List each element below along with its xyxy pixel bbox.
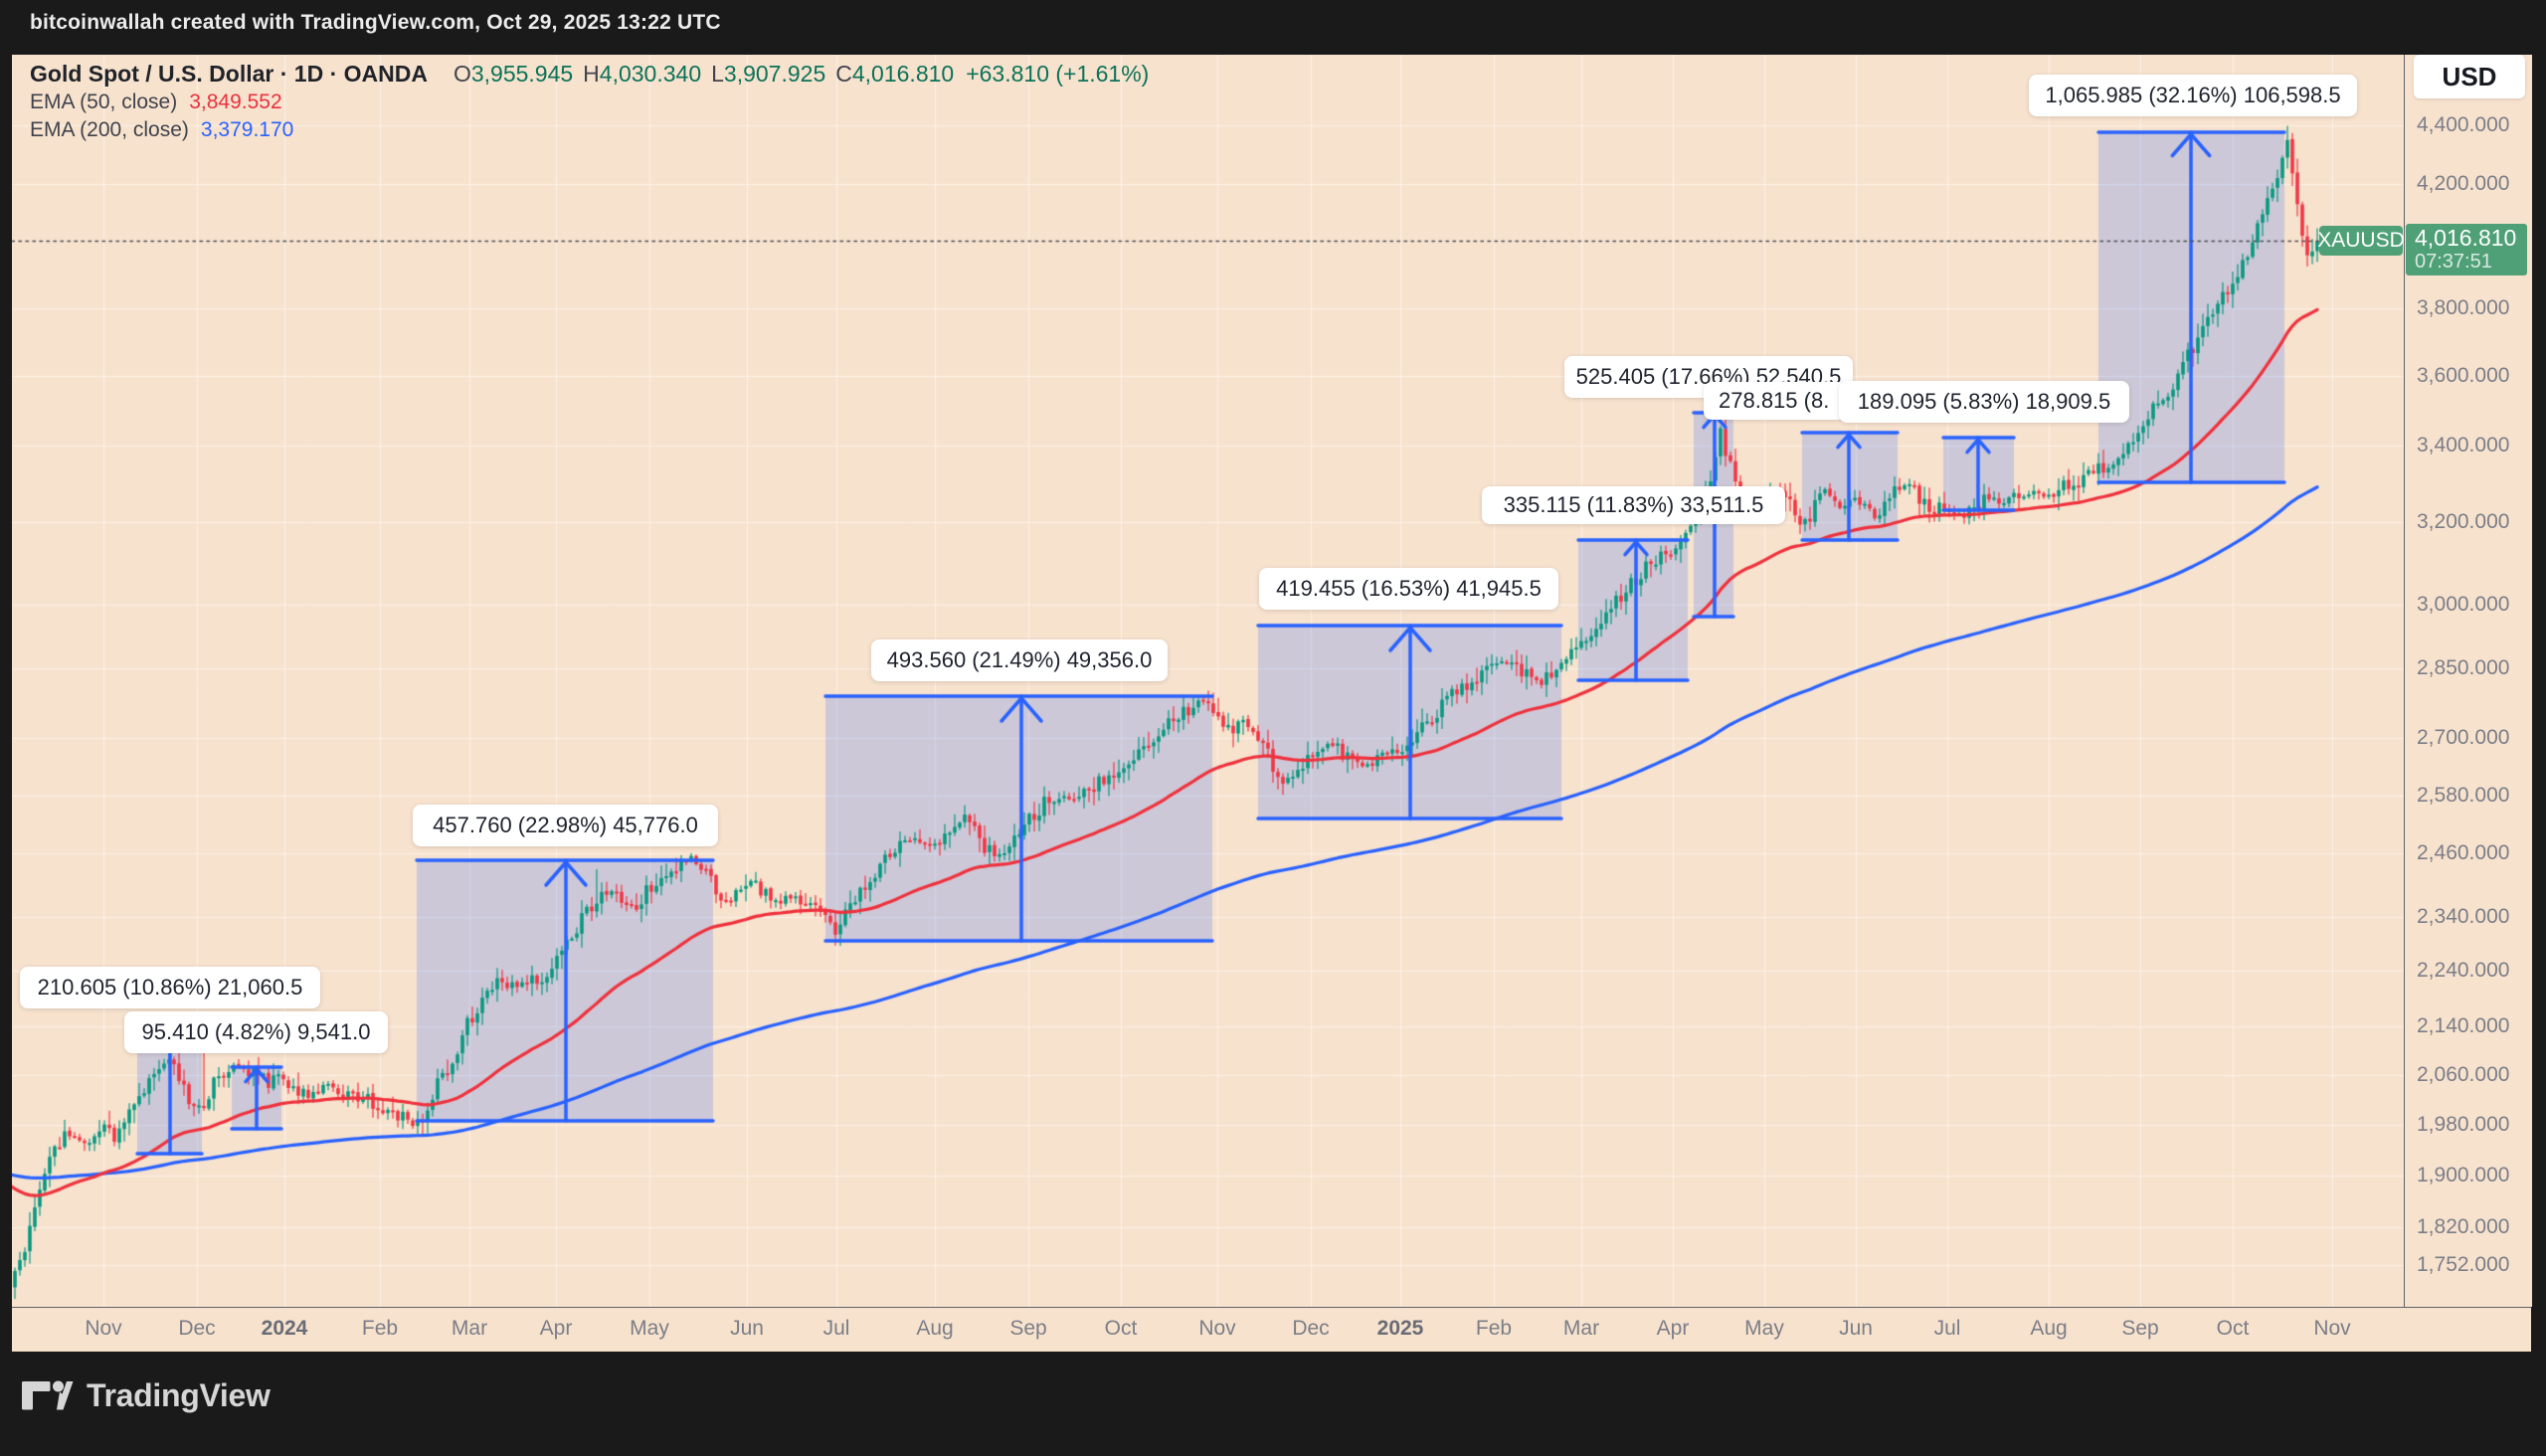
last-price-value: 4,016.810 <box>2415 225 2517 251</box>
price-tick-label: 3,000.000 <box>2417 593 2510 616</box>
time-tick-label: Nov <box>1198 1317 1236 1340</box>
time-tick-label: Apr <box>1656 1317 1690 1340</box>
indicator-row-ema50[interactable]: EMA (50, close) 3,849.552 <box>30 91 1149 118</box>
time-tick-label: Jun <box>1839 1317 1873 1340</box>
price-tick-label: 2,240.000 <box>2417 959 2510 982</box>
chart-panel: Gold Spot / U.S. Dollar · 1D · OANDA O3,9… <box>12 55 2532 1353</box>
time-tick-label: Oct <box>1104 1317 1138 1340</box>
footer-bar: TradingView <box>0 1352 2546 1456</box>
time-tick-label: May <box>1744 1317 1784 1340</box>
price-range-measurement-label[interactable]: 95.410 (4.82%) 9,541.0 <box>124 1011 388 1053</box>
time-tick-label: Nov <box>2313 1317 2351 1340</box>
ohlc-letter: O <box>453 61 471 87</box>
ohlc-letter: L <box>711 61 724 87</box>
attribution-bar: bitcoinwallah created with TradingView.c… <box>0 0 2546 55</box>
ohlc-letter: H <box>583 61 600 87</box>
price-range-measurement-label[interactable]: 278.815 (8. <box>1704 382 1846 420</box>
chart-legend: Gold Spot / U.S. Dollar · 1D · OANDA O3,9… <box>30 61 1149 146</box>
time-tick-label: Sep <box>1009 1317 1047 1340</box>
time-tick-label: Sep <box>2121 1317 2159 1340</box>
last-price-badge: 4,016.810 07:37:51 <box>2406 224 2527 275</box>
price-range-measurement-label[interactable]: 419.455 (16.53%) 41,945.5 <box>1259 568 1558 610</box>
ohlc-value: 3,955.945 <box>470 61 574 87</box>
price-range-measurement-label[interactable]: 457.760 (22.98%) 45,776.0 <box>413 805 718 846</box>
last-price-symbol-text: XAUUSD <box>2317 229 2405 252</box>
price-range-measurement-label[interactable]: 210.605 (10.86%) 21,060.5 <box>20 967 320 1008</box>
price-range-measurement-label[interactable]: 189.095 (5.83%) 18,909.5 <box>1839 381 2129 423</box>
time-tick-label: Nov <box>85 1317 122 1340</box>
ohlc-value: 4,030.340 <box>599 61 702 87</box>
indicator-row-ema200[interactable]: EMA (200, close) 3,379.170 <box>30 118 1149 146</box>
ohlc-values: O3,955.945 H4,030.340 L3,907.925 C4,016.810 <box>444 61 954 87</box>
time-tick-label: Jul <box>1933 1317 1961 1340</box>
price-tick-label: 2,340.000 <box>2417 905 2510 928</box>
symbol-header-row[interactable]: Gold Spot / U.S. Dollar · 1D · OANDA O3,9… <box>30 61 1149 91</box>
ema50-value: 3,849.552 <box>189 91 282 113</box>
price-tick-label: 2,700.000 <box>2417 726 2510 749</box>
last-price-symbol-tag: XAUUSD <box>2317 226 2405 256</box>
time-scale[interactable]: Nov Dec 2024 Feb Mar Apr May Jun Jul Aug Sep Oct Nov… <box>12 1307 2531 1353</box>
time-tick-label: Dec <box>178 1317 216 1340</box>
ema200-value: 3,379.170 <box>200 118 294 141</box>
price-tick-label: 1,820.000 <box>2417 1215 2510 1238</box>
currency-toggle-label: USD <box>2442 61 2497 91</box>
ohlc-value: 4,016.810 <box>851 61 955 87</box>
price-tick-label: 2,060.000 <box>2417 1063 2510 1086</box>
price-tick-label: 1,980.000 <box>2417 1113 2510 1136</box>
time-tick-label: Dec <box>1292 1317 1330 1340</box>
price-tick-label: 1,752.000 <box>2417 1253 2510 1276</box>
price-tick-label: 2,850.000 <box>2417 656 2510 679</box>
price-tick-label: 1,900.000 <box>2417 1164 2510 1186</box>
time-tick-label: Feb <box>361 1317 399 1340</box>
time-tick-label: Aug <box>916 1317 954 1340</box>
price-scale[interactable]: USD 4,016.810 07:37:51 4,400.000 4,200.00… <box>2404 55 2532 1307</box>
tradingview-logo[interactable]: TradingView <box>20 1377 271 1414</box>
ohlc-value: 3,907.925 <box>723 61 826 87</box>
time-tick-label: Mar <box>1562 1317 1600 1340</box>
ema50-label: EMA (50, close) <box>30 91 178 113</box>
price-range-measurement-label[interactable]: 493.560 (21.49%) 49,356.0 <box>871 639 1168 681</box>
attribution-text: bitcoinwallah created with TradingView.c… <box>30 11 721 34</box>
tradingview-logo-icon <box>21 1380 74 1410</box>
currency-toggle-button[interactable]: USD <box>2414 55 2525 98</box>
symbol-title[interactable]: Gold Spot / U.S. Dollar · 1D · OANDA <box>30 61 428 87</box>
price-range-measurement-label[interactable]: 525.405 (17.66%) 52,540.5 <box>1564 356 1853 398</box>
time-tick-label: 2025 <box>1376 1317 1424 1340</box>
time-tick-label: Apr <box>539 1317 573 1340</box>
time-tick-label: Feb <box>1475 1317 1513 1340</box>
bar-countdown: 07:37:51 <box>2415 251 2492 273</box>
price-tick-label: 3,400.000 <box>2417 434 2510 456</box>
price-tick-label: 4,400.000 <box>2417 113 2510 136</box>
time-tick-label: Aug <box>2030 1317 2068 1340</box>
price-range-measurement-label[interactable]: 335.115 (11.83%) 33,511.5 <box>1482 486 1785 524</box>
time-tick-label: Mar <box>451 1317 488 1340</box>
price-tick-label: 3,600.000 <box>2417 364 2510 387</box>
time-tick-label: Jun <box>730 1317 764 1340</box>
tradingview-logo-text: TradingView <box>87 1377 271 1413</box>
price-tick-label: 2,580.000 <box>2417 784 2510 807</box>
price-tick-label: 2,140.000 <box>2417 1014 2510 1037</box>
price-tick-label: 3,800.000 <box>2417 296 2510 319</box>
time-tick-label: May <box>630 1317 669 1340</box>
time-tick-label: 2024 <box>261 1317 308 1340</box>
ema200-label: EMA (200, close) <box>30 118 189 141</box>
price-tick-label: 3,200.000 <box>2417 510 2510 533</box>
price-tick-label: 2,460.000 <box>2417 841 2510 864</box>
time-tick-label: Oct <box>2216 1317 2250 1340</box>
price-range-measurement-label[interactable]: 1,065.985 (32.16%) 106,598.5 <box>2029 75 2357 116</box>
change-value: +63.810 (+1.61%) <box>966 61 1150 87</box>
time-tick-label: Jul <box>822 1317 850 1340</box>
ohlc-letter: C <box>835 61 852 87</box>
candlestick-chart-canvas[interactable] <box>12 55 2404 1307</box>
price-tick-label: 4,200.000 <box>2417 172 2510 195</box>
